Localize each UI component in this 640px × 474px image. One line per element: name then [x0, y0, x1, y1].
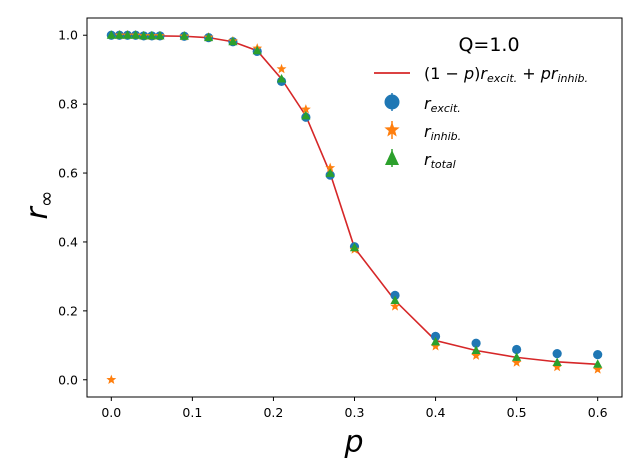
total-point: [512, 352, 522, 361]
total-point: [593, 359, 603, 368]
legend-inhib-label: rinhib.: [424, 122, 461, 143]
y-axis-label: r∞: [20, 190, 58, 219]
total-point: [139, 30, 149, 40]
inhib-point: [300, 104, 311, 114]
legend-line-label: (1 − p)rexcit. + prinhib.: [424, 64, 588, 85]
legend-excit-swatch: [384, 93, 400, 111]
legend-inhib-swatch: [384, 121, 400, 139]
total-point: [325, 168, 335, 177]
total-point: [349, 242, 360, 252]
total-point: [106, 30, 116, 39]
x-tick-label: 0.5: [507, 405, 527, 420]
total-point: [252, 45, 262, 55]
legend-total-label: rtotal: [424, 150, 456, 171]
x-tick-label: 0.3: [345, 405, 365, 420]
total-point: [276, 73, 287, 83]
inhib-point: [106, 374, 117, 384]
excit-point: [552, 348, 562, 359]
y-axis-label-subscript: ∞: [34, 190, 58, 207]
excit-point: [471, 338, 481, 348]
total-point: [390, 295, 400, 305]
excit-point: [430, 331, 441, 341]
axes: 0.0 0.1 0.2 0.3 0.4 0.5 0.6 0.0 0.2 0.4 0.6 0.8 1.0: [58, 28, 608, 420]
legend-total-swatch: [385, 149, 399, 167]
x-tick-label: 0.2: [263, 405, 283, 420]
total-point: [147, 30, 157, 40]
inhib-point: [592, 364, 603, 374]
x-tick-label: 0.4: [426, 405, 446, 420]
excit-point: [390, 290, 400, 300]
total-point: [228, 36, 238, 46]
x-axis-label: p: [343, 425, 363, 460]
total-point: [552, 357, 562, 367]
inhib-point: [276, 63, 287, 74]
inhib-point: [325, 162, 336, 173]
y-tick-label: 0.2: [58, 303, 78, 318]
total-point: [301, 110, 311, 120]
y-tick-label: 1.0: [58, 28, 78, 43]
inhib-point: [511, 357, 522, 367]
total-point: [430, 336, 441, 346]
total-point: [131, 30, 141, 39]
y-tick-label: 0.0: [58, 372, 78, 387]
excit-point: [512, 344, 522, 355]
total-point: [471, 345, 481, 354]
inhib-point: [430, 341, 441, 351]
total-point: [122, 30, 133, 39]
total-point: [155, 30, 165, 40]
y-tick-label: 0.4: [58, 234, 78, 249]
legend: Q=1.0 (1 − p)rexcit. + prinhib. rexcit. …: [374, 34, 588, 171]
x-tick-label: 0.6: [588, 405, 608, 420]
x-tick-label: 0.1: [182, 405, 202, 420]
total-point: [179, 31, 189, 40]
excit-point: [593, 350, 603, 360]
y-tick-label: 0.8: [58, 97, 78, 112]
plot-area: [106, 30, 603, 384]
legend-title: Q=1.0: [458, 34, 519, 56]
y-axis-label-main: r: [20, 206, 55, 220]
inhib-point: [552, 361, 563, 372]
inhib-point: [390, 301, 400, 311]
inhib-point: [471, 350, 482, 360]
total-point: [203, 32, 214, 42]
total-point: [114, 30, 125, 39]
legend-excit-label: rexcit.: [424, 94, 461, 115]
y-tick-label: 0.6: [58, 166, 78, 181]
x-tick-label: 0.0: [101, 405, 121, 420]
